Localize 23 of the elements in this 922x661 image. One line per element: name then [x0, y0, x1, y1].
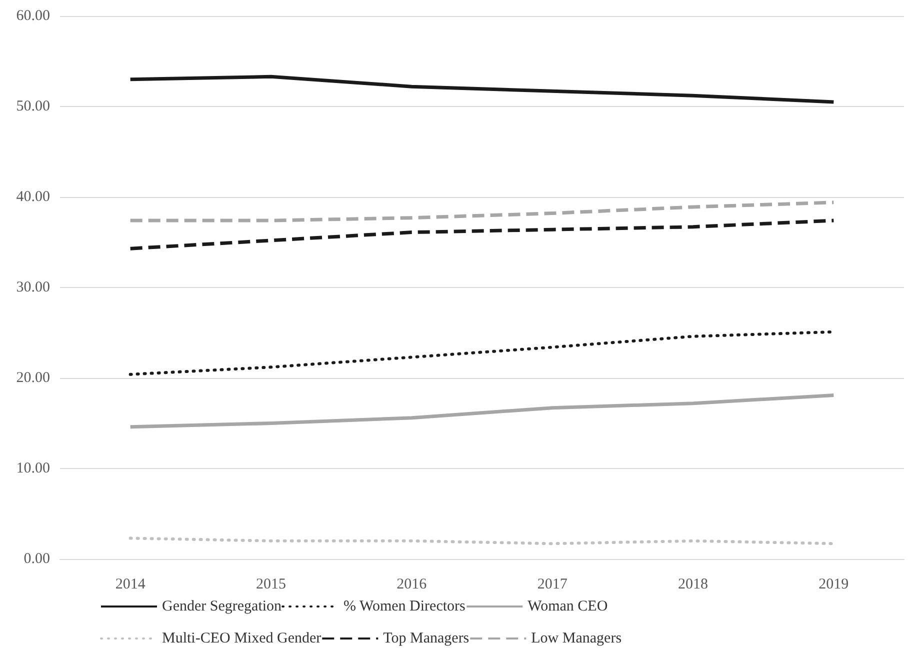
x-tick-label: 2019 — [818, 576, 849, 592]
legend-label: Woman CEO — [528, 598, 608, 614]
legend-label: % Women Directors — [344, 598, 466, 614]
line-series — [128, 218, 836, 250]
x-tick-label: 2015 — [256, 576, 286, 592]
legend-label: Low Managers — [531, 630, 622, 646]
y-tick-label: 50.00 — [16, 98, 50, 114]
line-series — [128, 200, 836, 222]
y-tick-label: 40.00 — [16, 189, 50, 205]
line-series — [128, 74, 836, 104]
legend-label: Multi-CEO Mixed Gender — [162, 630, 322, 646]
legend-label: Top Managers — [383, 630, 470, 646]
x-tick-label: 2017 — [537, 576, 568, 592]
legend-label: Gender Segregation — [162, 598, 282, 614]
y-tick-label: 60.00 — [16, 8, 50, 24]
x-tick-label: 2018 — [678, 576, 708, 592]
y-tick-label: 10.00 — [16, 460, 50, 476]
line-series — [128, 393, 836, 429]
y-tick-label: 0.00 — [24, 551, 50, 567]
y-tick-label: 20.00 — [16, 370, 50, 386]
x-tick-label: 2014 — [115, 576, 146, 592]
x-tick-label: 2016 — [396, 576, 428, 592]
y-tick-label: 30.00 — [16, 280, 50, 296]
